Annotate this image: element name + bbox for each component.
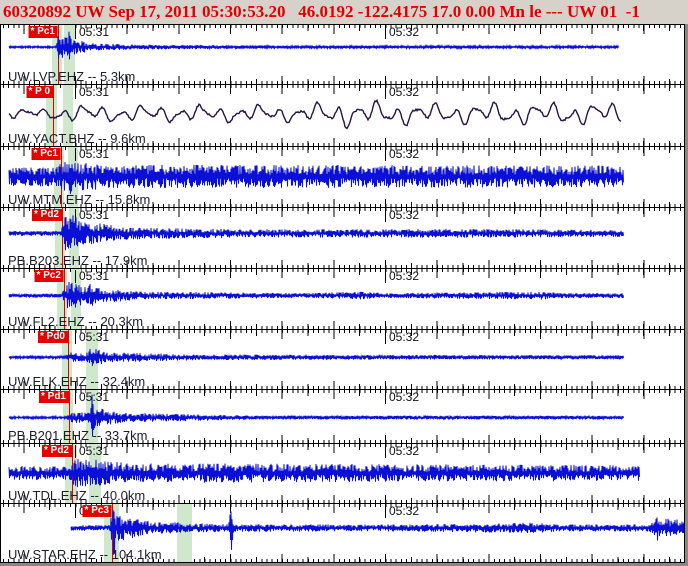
minute-label: 05:32 [385,148,419,161]
trace-panel: 05:31 05:32 * Pc1 UW.LVP.EHZ -- 5.3km [1,24,684,84]
phase-pick-marker[interactable]: * Pd2 [31,209,62,221]
station-label: UW.TDL.EHZ -- 40.0km [8,488,146,503]
phase-pick-marker[interactable]: * Pd2 [41,445,72,457]
time-ruler-ticks-down [1,444,684,453]
time-ruler-ticks-up [1,198,684,207]
trace-panel: 05:31 05:32 * P 0 UW.YACT.BHZ -- 9.6km [1,84,684,146]
time-ruler-ticks-down [1,504,684,513]
time-ruler-ticks-down [1,85,684,94]
station-label: PB.B203.EHZ -- 17.9km [8,253,148,268]
waveform-trace[interactable] [1,25,684,84]
time-ruler-ticks-up [1,137,684,146]
time-ruler-ticks-up [1,320,684,329]
station-label: UW.ELK.EHZ -- 32.4km [8,374,146,389]
pick-window-band [62,330,72,389]
minute-label: 05:31 [75,445,109,458]
time-ruler-ticks-up [1,553,684,562]
time-ruler-ticks-down [1,147,684,156]
pick-window-band [52,25,62,84]
station-label: UW.MTM.EHZ -- 15.8km [8,192,151,207]
pick-window-band [46,85,57,146]
waveform-trace[interactable] [1,147,684,207]
minute-label: 05:31 [75,26,109,39]
p-pick-line[interactable] [62,208,63,268]
minute-label: 05:31 [75,391,109,404]
station-label: UW.FL2.EHZ -- 20.3km [8,314,144,329]
pick-window-band [177,504,192,562]
time-ruler-ticks-up [1,259,684,268]
minute-label: 05:31 [75,86,109,99]
waveform-trace[interactable] [1,85,684,146]
minute-label: 05:32 [385,331,419,344]
minute-label: 05:32 [385,86,419,99]
pick-window-band [57,269,67,329]
minute-label: 05:31 [75,270,109,283]
phase-pick-marker[interactable]: * Pd1 [38,391,69,403]
waveform-trace[interactable] [1,330,684,389]
time-ruler-ticks-down [1,25,684,34]
waveform-trace[interactable] [1,390,684,443]
p-pick-line[interactable] [53,85,54,146]
time-ruler-ticks-down [1,330,684,339]
time-ruler-ticks-up [1,75,684,84]
event-title-bar: 60320892 UW Sep 17, 2011 05:30:53.20 46.… [0,0,688,24]
minute-label: 05:31 [75,148,109,161]
station-label: UW.LVP.EHZ -- 5.3km [8,69,136,84]
waveform-trace[interactable] [1,208,684,268]
minute-label: 05:31 [75,331,109,344]
time-ruler-ticks-up [1,380,684,389]
trace-panel: 05:31 05:32 * Pd0 UW.ELK.EHZ -- 32.4km [1,329,684,389]
pick-window-band [55,208,65,268]
time-ruler-ticks-down [1,208,684,217]
p-pick-line[interactable] [64,269,65,329]
phase-pick-marker[interactable]: * Pc1 [31,148,61,160]
phase-pick-marker[interactable]: * Pc2 [34,270,64,282]
minute-label: 05:32 [385,391,419,404]
station-label: PB.B201.EHZ -- 33.7km [8,428,148,443]
phase-pick-marker[interactable]: * Pc3 [82,505,112,517]
trace-panels-area: 05:31 05:32 * Pc1 UW.LVP.EHZ -- 5.3km 05:31 0… [0,24,685,563]
time-ruler-ticks-up [1,494,684,503]
trace-panel: 05:31 05:32 * Pd2 PB.B203.EHZ -- 17.9km [1,207,684,268]
time-ruler-ticks-down [1,269,684,278]
minute-label: 05:32 [385,270,419,283]
minute-label: 05:32 [385,26,419,39]
trace-panel: 05:31 05:32 * Pd1 PB.B201.EHZ -- 33.7km [1,389,684,443]
trace-panel: 05:31 05:32 * Pc1 UW.MTM.EHZ -- 15.8km [1,146,684,207]
minute-label: 05:32 [385,445,419,458]
waveform-trace[interactable] [1,269,684,329]
phase-pick-marker[interactable]: * Pd0 [37,331,68,343]
minute-label: 05:32 [385,209,419,222]
minute-label: 05:32 [385,505,419,518]
station-label: UW.STAR.EHZ -- 104.1km [8,547,162,562]
minute-label: 05:31 [75,209,109,222]
time-ruler-ticks-up [1,434,684,443]
trace-panel: 05:31 05:32 * Pc2 UW.FL2.EHZ -- 20.3km [1,268,684,329]
phase-pick-marker[interactable]: * P 0 [26,86,53,98]
station-label: UW.YACT.BHZ -- 9.6km [8,131,146,146]
time-ruler-ticks-down [1,390,684,399]
waveform-trace[interactable] [1,504,684,562]
waveform-trace[interactable] [1,444,684,503]
trace-panel: 05:31 05:32 * Pd2 UW.TDL.EHZ -- 40.0km [1,443,684,503]
phase-pick-marker[interactable]: * Pc1 [28,26,58,38]
